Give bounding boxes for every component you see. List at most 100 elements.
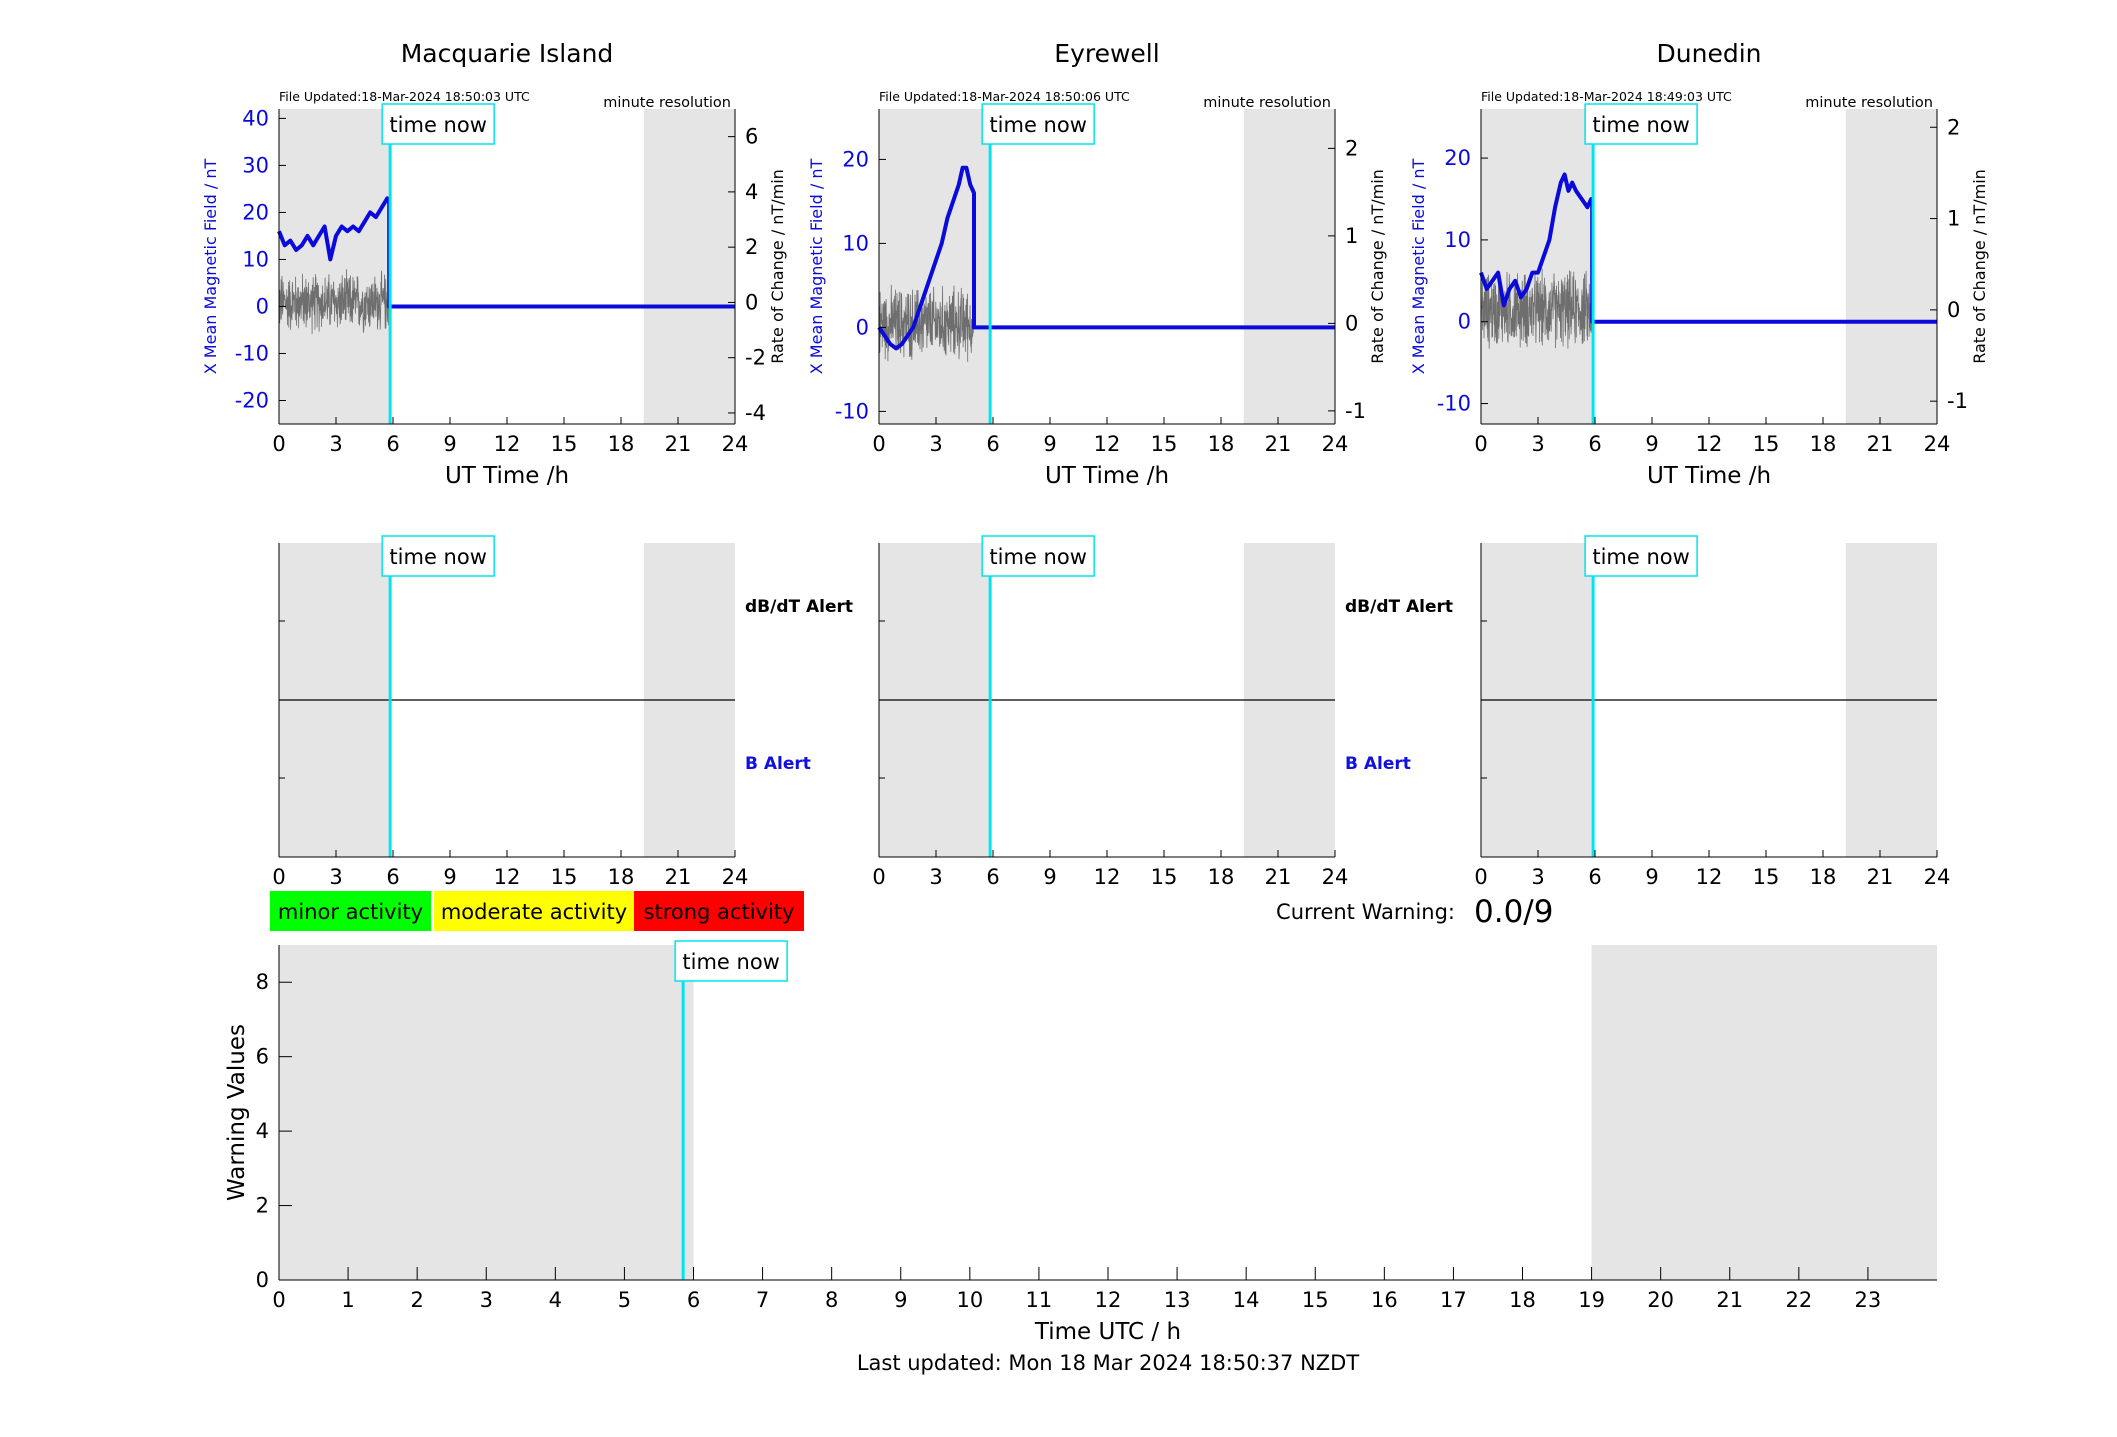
station-panel-1: Macquarie Island File Updated:18-Mar-2024… bbox=[201, 39, 787, 489]
night-shading bbox=[1591, 945, 1937, 1280]
station-panel-3: Dunedin File Updated:18-Mar-2024 18:49:03… bbox=[1409, 39, 1989, 489]
current-warning-value: 0.0/9 bbox=[1474, 894, 1553, 930]
x-tick-label: 19 bbox=[1578, 1288, 1605, 1312]
legend-label-moderate: moderate activity bbox=[441, 900, 627, 924]
resolution-label: minute resolution bbox=[1805, 95, 1933, 111]
x-tick-label: 3 bbox=[1531, 865, 1544, 889]
time-now-label: time now bbox=[1592, 545, 1689, 569]
time-now-box bbox=[1584, 103, 1698, 145]
x-axis-label: Time UTC / h bbox=[1034, 1319, 1181, 1345]
y-axis-left-label: X Mean Magnetic Field / nT bbox=[807, 159, 826, 375]
x-tick-label: 21 bbox=[1867, 432, 1894, 456]
y-tick-label-right: 6 bbox=[745, 125, 758, 149]
x-axis-label: UT Time /h bbox=[1045, 463, 1169, 489]
y-tick-label-left: 0 bbox=[256, 294, 269, 318]
x-tick-label: 12 bbox=[494, 432, 521, 456]
x-tick-label: 12 bbox=[1094, 432, 1121, 456]
x-tick-label: 6 bbox=[986, 432, 999, 456]
station-title: Macquarie Island bbox=[401, 39, 614, 68]
y-tick-label-left: 10 bbox=[1444, 228, 1471, 252]
alert-panel-1: time now 0 3 6 9 12 15 18 21 24 dB/dT Alert B Alert bbox=[272, 535, 853, 889]
x-tick-label: 13 bbox=[1164, 1288, 1191, 1312]
dbdt-alert-label: dB/dT Alert bbox=[1345, 597, 1453, 617]
alert-panel-2: time now 0 3 6 9 12 15 18 21 24 dB/dT Alert B Alert bbox=[872, 535, 1453, 889]
time-now-box bbox=[981, 103, 1095, 145]
time-now-label: time now bbox=[389, 545, 486, 569]
x-tick-label: 6 bbox=[687, 1288, 700, 1312]
legend-swatch-strong bbox=[634, 891, 804, 931]
b-alert-label: B Alert bbox=[745, 754, 811, 774]
y-tick-label-left: 20 bbox=[1444, 146, 1471, 170]
x-tick-label: 21 bbox=[665, 432, 692, 456]
x-tick-label: 22 bbox=[1785, 1288, 1812, 1312]
y-tick-label: 0 bbox=[256, 1268, 269, 1292]
x-tick-label: 20 bbox=[1647, 1288, 1674, 1312]
x-tick-label: 12 bbox=[1094, 865, 1121, 889]
x-tick-label: 0 bbox=[872, 432, 885, 456]
resolution-label: minute resolution bbox=[603, 95, 731, 111]
dbdt-alert-label: dB/dT Alert bbox=[745, 597, 853, 617]
x-tick-label: 9 bbox=[1645, 865, 1658, 889]
x-tick-label: 23 bbox=[1855, 1288, 1882, 1312]
time-now-label: time now bbox=[682, 950, 779, 974]
x-tick-label: 0 bbox=[1474, 865, 1487, 889]
y-tick-label-left: -10 bbox=[1437, 392, 1471, 416]
y-tick-label-right: -2 bbox=[745, 346, 766, 370]
x-tick-label: 3 bbox=[1531, 432, 1544, 456]
x-tick-label: 3 bbox=[329, 432, 342, 456]
x-tick-label: 9 bbox=[443, 865, 456, 889]
alert-panel-3: time now 0 3 6 9 12 15 18 21 24 bbox=[1474, 535, 1951, 889]
x-tick-label: 3 bbox=[329, 865, 342, 889]
x-tick-label: 3 bbox=[929, 865, 942, 889]
legend-label-strong: strong activity bbox=[644, 900, 795, 924]
x-tick-label: 16 bbox=[1371, 1288, 1398, 1312]
x-tick-label: 14 bbox=[1233, 1288, 1260, 1312]
y-tick-label-right: 4 bbox=[745, 180, 758, 204]
x-tick-label: 21 bbox=[665, 865, 692, 889]
x-tick-label: 0 bbox=[1474, 432, 1487, 456]
last-updated-label: Last updated: Mon 18 Mar 2024 18:50:37 N… bbox=[857, 1351, 1360, 1375]
x-tick-label: 21 bbox=[1265, 865, 1292, 889]
magnetic-field-line bbox=[277, 196, 735, 309]
b-alert-label: B Alert bbox=[1345, 754, 1411, 774]
x-tick-label: 24 bbox=[1924, 865, 1951, 889]
x-tick-label: 9 bbox=[443, 432, 456, 456]
y-tick-label-right: 2 bbox=[745, 235, 758, 259]
y-tick-label-right: -1 bbox=[1345, 399, 1366, 423]
y-tick-label: 8 bbox=[256, 970, 269, 994]
x-tick-label: 12 bbox=[494, 865, 521, 889]
x-tick-label: 15 bbox=[551, 865, 578, 889]
time-now-label: time now bbox=[989, 545, 1086, 569]
x-tick-label: 21 bbox=[1716, 1288, 1743, 1312]
resolution-label: minute resolution bbox=[1203, 95, 1331, 111]
time-now-box bbox=[1584, 535, 1698, 577]
x-tick-label: 21 bbox=[1867, 865, 1894, 889]
x-tick-label: 24 bbox=[722, 432, 749, 456]
current-warning-label: Current Warning: bbox=[1276, 900, 1455, 924]
x-tick-label: 6 bbox=[1588, 865, 1601, 889]
x-tick-label: 3 bbox=[929, 432, 942, 456]
x-tick-label: 18 bbox=[1208, 865, 1235, 889]
station-title: Dunedin bbox=[1657, 39, 1762, 68]
x-tick-label: 10 bbox=[956, 1288, 983, 1312]
x-tick-label: 12 bbox=[1095, 1288, 1122, 1312]
file-updated-label: File Updated:18-Mar-2024 18:50:03 UTC bbox=[279, 89, 530, 104]
y-tick-label-left: 30 bbox=[242, 153, 269, 177]
y-axis-label: Warning Values bbox=[224, 1024, 250, 1201]
x-tick-label: 2 bbox=[410, 1288, 423, 1312]
x-tick-label: 5 bbox=[618, 1288, 631, 1312]
activity-legend: minor activity moderate activity strong ac… bbox=[270, 891, 804, 931]
x-tick-label: 12 bbox=[1696, 865, 1723, 889]
x-tick-label: 9 bbox=[1645, 432, 1658, 456]
x-tick-label: 3 bbox=[480, 1288, 493, 1312]
night-shading bbox=[1243, 109, 1335, 424]
y-axis-left-label: X Mean Magnetic Field / nT bbox=[1409, 159, 1428, 375]
x-tick-label: 15 bbox=[1302, 1288, 1329, 1312]
y-tick-label-left: 0 bbox=[856, 315, 869, 339]
time-now-label: time now bbox=[1592, 113, 1689, 137]
x-tick-label: 4 bbox=[549, 1288, 562, 1312]
y-tick-label-right: 0 bbox=[1345, 311, 1358, 335]
y-tick-label: 4 bbox=[256, 1119, 269, 1143]
legend-label-minor: minor activity bbox=[278, 900, 423, 924]
x-tick-label: 12 bbox=[1696, 432, 1723, 456]
